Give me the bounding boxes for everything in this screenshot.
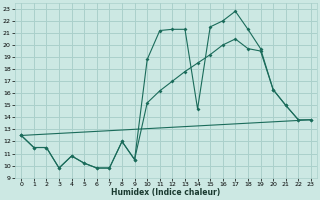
X-axis label: Humidex (Indice chaleur): Humidex (Indice chaleur) (111, 188, 221, 197)
